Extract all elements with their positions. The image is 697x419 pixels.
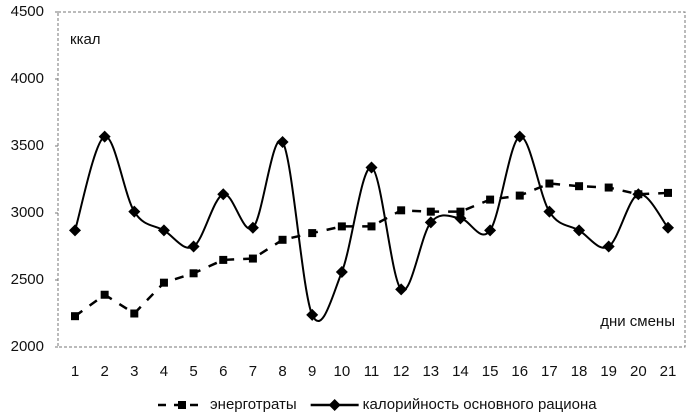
data-point: [662, 221, 674, 234]
x-tick-label: 3: [130, 363, 138, 380]
y-axis-label: ккал: [70, 31, 101, 48]
data-point: [98, 130, 111, 143]
data-point: [454, 212, 467, 225]
x-tick-label: 5: [189, 363, 197, 380]
data-point: [100, 290, 109, 299]
y-tick-label: 4000: [11, 70, 44, 87]
data-point: [217, 188, 230, 201]
data-point: [128, 205, 141, 218]
data-point: [159, 278, 168, 287]
legend-label: калорийность основного рациона: [363, 396, 598, 413]
legend-marker: [178, 401, 186, 409]
data-point: [397, 206, 406, 215]
series-line: [74, 135, 669, 323]
data-point: [632, 188, 645, 201]
data-point: [219, 255, 228, 264]
data-point: [157, 224, 170, 237]
data-point: [515, 191, 524, 200]
data-point: [486, 195, 495, 204]
y-tick-label: 4500: [11, 3, 44, 20]
x-tick-label: 17: [541, 363, 558, 380]
x-axis-label: дни смены: [600, 313, 675, 330]
data-point: [335, 265, 348, 278]
data-point: [337, 222, 346, 231]
data-point: [513, 130, 526, 143]
x-tick-label: 1: [71, 363, 79, 380]
x-tick-label: 6: [219, 363, 227, 380]
x-tick-label: 12: [393, 363, 410, 380]
data-point: [189, 269, 198, 278]
x-tick-label: 8: [278, 363, 286, 380]
x-tick-label: 18: [571, 363, 588, 380]
data-point: [306, 308, 319, 321]
x-tick-label: 7: [249, 363, 257, 380]
x-tick-label: 21: [660, 363, 677, 380]
x-tick-label: 11: [364, 363, 380, 380]
data-point: [426, 207, 435, 216]
data-point: [543, 205, 556, 218]
data-point: [248, 254, 257, 263]
x-tick-label: 16: [511, 363, 528, 380]
data-point: [395, 283, 408, 296]
data-point: [604, 183, 613, 192]
x-tick-label: 20: [630, 363, 647, 380]
data-point: [424, 216, 437, 229]
data-point: [278, 235, 287, 244]
data-point: [69, 224, 81, 237]
data-point: [664, 188, 672, 197]
y-tick-label: 2500: [11, 271, 44, 288]
data-point: [187, 240, 200, 253]
data-point: [602, 240, 615, 253]
x-tick-label: 2: [100, 363, 108, 380]
x-tick-label: 13: [422, 363, 439, 380]
data-point: [575, 182, 584, 191]
data-point: [545, 179, 554, 188]
x-tick-label: 19: [600, 363, 617, 380]
data-point: [71, 312, 79, 321]
data-point: [246, 221, 259, 234]
data-point: [308, 229, 317, 238]
x-tick-label: 9: [308, 363, 316, 380]
data-point: [456, 207, 465, 216]
y-tick-label: 2000: [11, 338, 44, 355]
legend-label: энерготраты: [210, 396, 297, 413]
data-point: [365, 161, 378, 174]
x-tick-label: 10: [334, 363, 351, 380]
data-point: [367, 222, 376, 231]
data-point: [484, 224, 497, 237]
data-point: [276, 135, 289, 148]
legend-marker: [328, 399, 341, 411]
x-tick-label: 15: [482, 363, 499, 380]
plot-frame: [57, 11, 686, 348]
data-point: [130, 309, 139, 318]
series-line: [74, 182, 669, 318]
x-tick-label: 4: [160, 363, 168, 380]
y-tick-label: 3000: [11, 204, 44, 221]
data-point: [573, 224, 586, 237]
x-tick-label: 14: [452, 363, 469, 380]
y-tick-label: 3500: [11, 137, 44, 154]
